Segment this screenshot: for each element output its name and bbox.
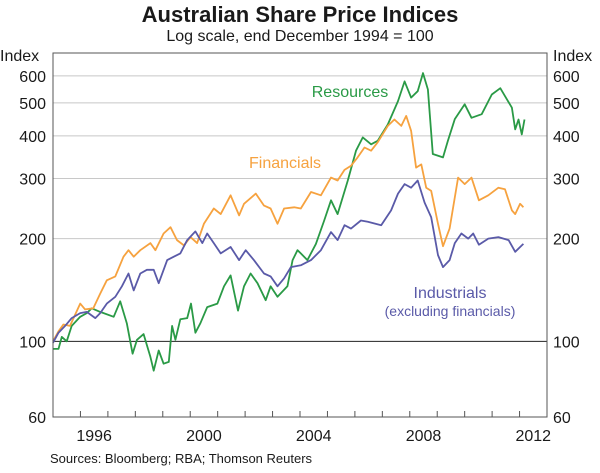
y-tick-left-100: 100 <box>19 334 46 351</box>
x-tick-label-2000: 2000 <box>186 428 222 445</box>
y-tick-right-300: 300 <box>553 172 580 189</box>
label-financials: Financials <box>249 155 321 172</box>
series-line-financials <box>52 115 525 342</box>
x-tick-label-2008: 2008 <box>406 428 442 445</box>
y-tick-right-600: 600 <box>553 69 580 86</box>
y-tick-left-60: 60 <box>28 410 46 427</box>
x-tick-label-1996: 1996 <box>76 428 112 445</box>
x-ticks: 1996 2000 2004 2008 2012 <box>76 411 551 445</box>
series-line-resources <box>53 72 526 372</box>
chart-subtitle: Log scale, end December 1994 = 100 <box>166 28 433 45</box>
y-axis-label-right: Index <box>553 48 592 65</box>
source-note: Sources: Bloomberg; RBA; Thomson Reuters <box>50 451 313 466</box>
y-tick-right-60: 60 <box>553 410 571 427</box>
series-lines <box>52 72 526 372</box>
plot-frame <box>52 52 548 418</box>
chart-title: Australian Share Price Indices <box>142 2 459 27</box>
y-tick-left-200: 200 <box>19 232 46 249</box>
y-tick-right-400: 400 <box>553 129 580 146</box>
y-tick-right-500: 500 <box>553 96 580 113</box>
y-tick-left-600: 600 <box>19 69 46 86</box>
y-tick-left-500: 500 <box>19 96 46 113</box>
label-resources: Resources <box>312 84 388 101</box>
series-line-industrials <box>52 179 525 344</box>
y-tick-right-200: 200 <box>553 232 580 249</box>
y-axis-label-left: Index <box>0 48 39 65</box>
y-tick-right-100: 100 <box>553 334 580 351</box>
gridlines <box>53 75 547 342</box>
y-tick-left-300: 300 <box>19 172 46 189</box>
y-tick-labels: 60 60 100 100 200 200 300 300 400 400 500 500 600 600 <box>19 69 580 427</box>
label-industrials-sub: (excluding financials) <box>385 303 516 319</box>
x-tick-label-2004: 2004 <box>296 428 332 445</box>
y-tick-left-400: 400 <box>19 129 46 146</box>
label-industrials: Industrials <box>414 285 487 302</box>
x-tick-label-2012: 2012 <box>515 428 551 445</box>
